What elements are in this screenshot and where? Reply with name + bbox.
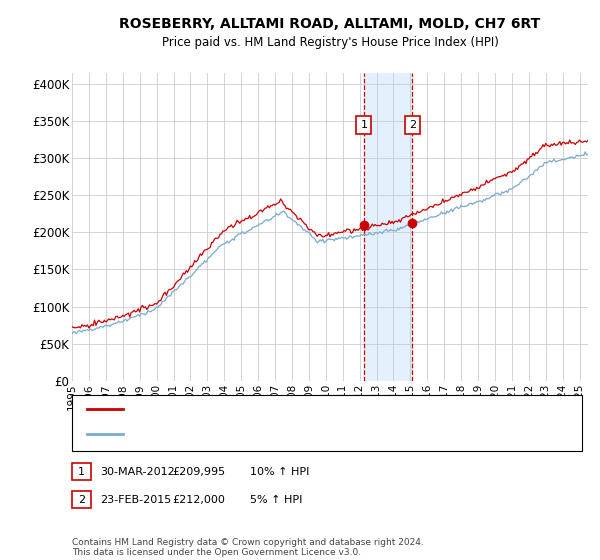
- Text: 1: 1: [361, 120, 367, 130]
- Text: 23-FEB-2015: 23-FEB-2015: [100, 495, 172, 505]
- Text: 5% ↑ HPI: 5% ↑ HPI: [250, 495, 302, 505]
- Text: 2: 2: [409, 120, 416, 130]
- Text: 30-MAR-2012: 30-MAR-2012: [100, 467, 175, 477]
- Text: Contains HM Land Registry data © Crown copyright and database right 2024.
This d: Contains HM Land Registry data © Crown c…: [72, 538, 424, 557]
- Text: 10% ↑ HPI: 10% ↑ HPI: [250, 467, 310, 477]
- Text: £212,000: £212,000: [172, 495, 225, 505]
- Bar: [364, 73, 412, 381]
- Text: ROSEBERRY, ALLTAMI ROAD, ALLTAMI, MOLD, CH7 6RT: ROSEBERRY, ALLTAMI ROAD, ALLTAMI, MOLD, …: [119, 17, 541, 31]
- Text: HPI: Average price, detached house, Flintshire: HPI: Average price, detached house, Flin…: [129, 429, 370, 439]
- Text: ROSEBERRY, ALLTAMI ROAD, ALLTAMI, MOLD, CH7 6RT (detached house): ROSEBERRY, ALLTAMI ROAD, ALLTAMI, MOLD, …: [129, 404, 505, 414]
- Text: 2: 2: [78, 495, 85, 505]
- Text: 1: 1: [78, 467, 85, 477]
- Text: Price paid vs. HM Land Registry's House Price Index (HPI): Price paid vs. HM Land Registry's House …: [161, 36, 499, 49]
- Text: £209,995: £209,995: [172, 467, 226, 477]
